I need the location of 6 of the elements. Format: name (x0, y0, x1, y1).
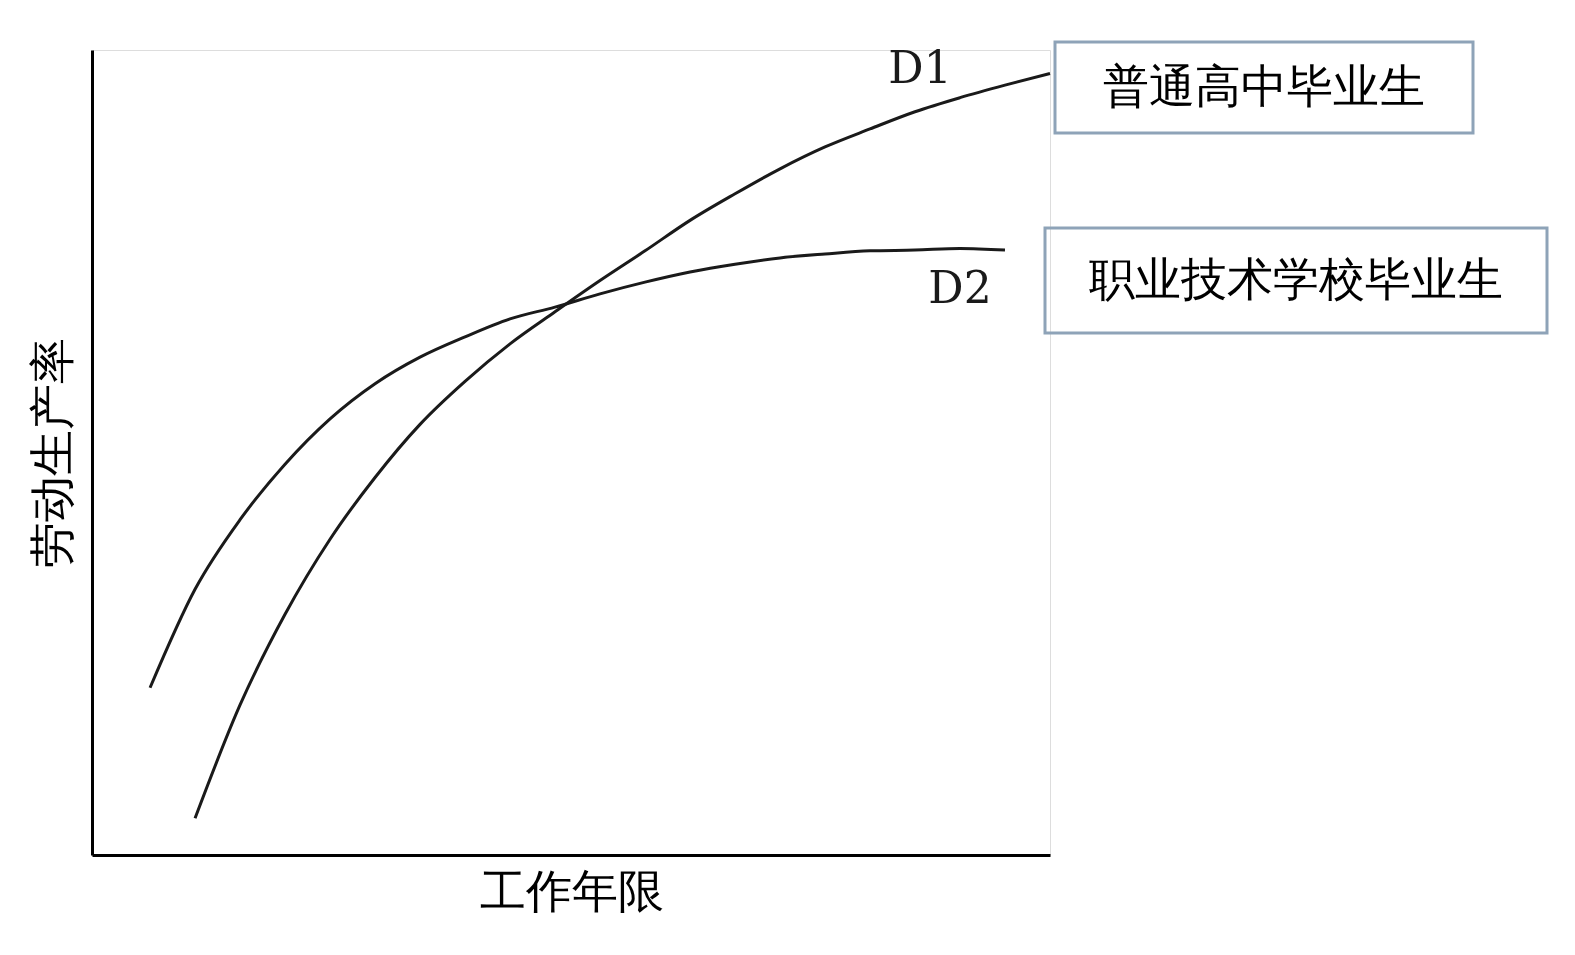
x-axis-title: 工作年限 (479, 863, 664, 918)
series-label: D1 (888, 42, 952, 93)
text: 普通高中毕业生 (1103, 58, 1425, 113)
y-axis-title: 劳动生产率 (24, 338, 79, 568)
series-label: D2 (928, 262, 992, 313)
text: 职业技术学校毕业生 (1089, 251, 1503, 306)
